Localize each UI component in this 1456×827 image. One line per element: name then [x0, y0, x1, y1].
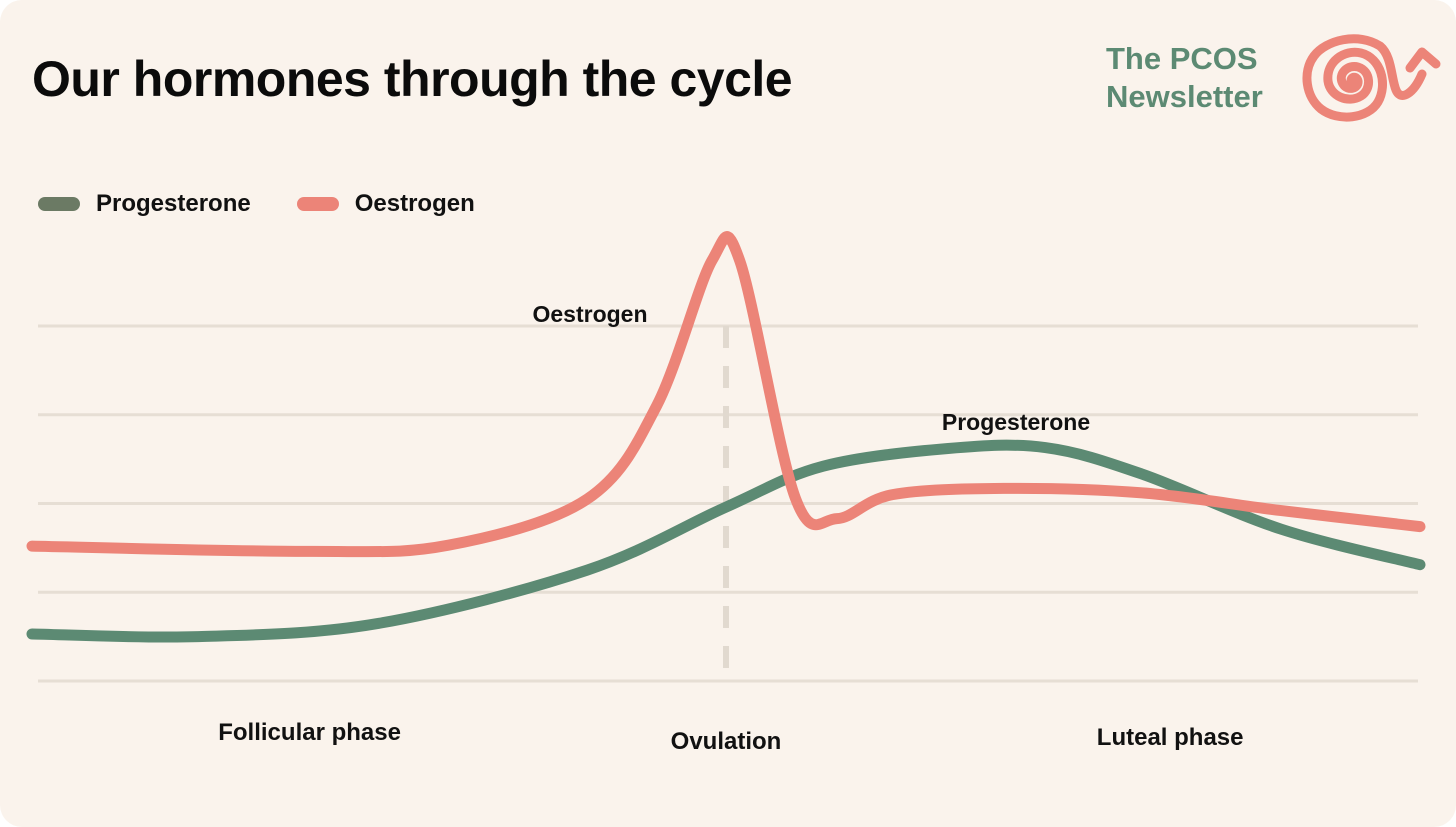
annotation-progesterone: Progesterone [942, 409, 1090, 435]
series-line-oestrogen [26, 231, 1426, 558]
brand-name-line1: The PCOS [1106, 41, 1258, 76]
page-title: Our hormones through the cycle [32, 51, 793, 107]
series-line-progesterone [26, 439, 1426, 643]
spiral-arrow-icon [1302, 34, 1441, 122]
chart-legend: Progesterone Oestrogen [38, 190, 521, 218]
annotation-oestrogen: Oestrogen [532, 301, 647, 327]
phase-label-ovulation: Ovulation [671, 728, 782, 755]
phase-label-luteal-phase: Luteal phase [1097, 724, 1244, 751]
legend-label-progesterone: Progesterone [96, 190, 251, 217]
legend-label-oestrogen: Oestrogen [354, 190, 475, 217]
phase-label-follicular-phase: Follicular phase [218, 719, 401, 746]
legend-swatch-progesterone [38, 197, 80, 211]
brand-name: The PCOS Newsletter [1106, 40, 1286, 116]
legend-swatch-oestrogen [296, 197, 339, 211]
legend-item-progesterone: Progesterone [38, 190, 251, 218]
legend-item-oestrogen: Oestrogen [296, 190, 475, 218]
brand-name-line2: Newsletter [1106, 79, 1263, 114]
